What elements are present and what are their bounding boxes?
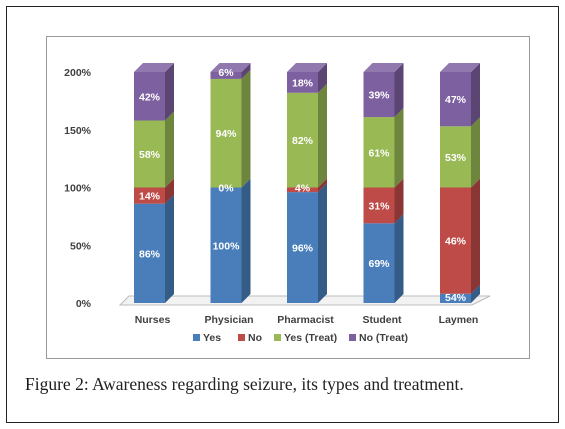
bar-segment-yes (134, 203, 165, 303)
data-label: 14% (139, 191, 161, 203)
data-label: 0% (218, 183, 234, 195)
bar-side-yes (471, 284, 480, 303)
data-label: 82% (292, 135, 314, 147)
bar-side-no-treat- (471, 63, 480, 127)
data-label: 31% (368, 200, 390, 212)
x-tick-label: Nurses (135, 314, 171, 326)
bar-side-no (318, 178, 327, 193)
bar-segment-no-treat- (287, 72, 318, 93)
bar-side-yes-treat- (394, 108, 404, 188)
data-label: 69% (368, 258, 390, 270)
bar-side-yes (241, 178, 251, 303)
bar-side-yes (165, 194, 174, 303)
bar-side-no-treat- (394, 63, 404, 118)
legend-swatch (238, 334, 245, 341)
data-label: 100% (213, 240, 241, 252)
bar-top-cap (287, 63, 327, 72)
y-tick-label: 150% (64, 125, 92, 137)
data-label: 4% (295, 183, 311, 195)
data-label: 47% (445, 94, 467, 106)
y-tick-label: 0% (76, 298, 92, 310)
bar-top-cap (440, 63, 480, 72)
bar-side-no (394, 178, 404, 224)
bar-segment-yes-treat- (134, 120, 165, 188)
legend-swatch (193, 334, 200, 341)
legend-swatch (349, 334, 356, 341)
y-tick-label: 100% (64, 183, 92, 195)
chart-area: 0% 50% 100% 150% 200% 86% 14% 58% 42% Nurses 100% 0… (46, 36, 530, 359)
bar-segment-no (134, 187, 165, 204)
bar-side-yes (394, 214, 404, 303)
data-label: 96% (292, 243, 314, 255)
bar-segment-yes-treat- (210, 78, 242, 188)
bar-segment-no-treat- (363, 72, 395, 118)
figure-caption: Figure 2: Awareness regarding seizure, i… (25, 374, 555, 395)
bar-segment-yes (210, 187, 242, 303)
legend-label: No (248, 332, 262, 344)
data-label: 61% (368, 147, 390, 159)
bar-segment-no (287, 187, 318, 193)
bar-side-yes-treat- (165, 111, 174, 188)
data-label: 53% (445, 152, 467, 164)
y-tick-label: 200% (64, 67, 92, 79)
bar-segment-yes-treat- (440, 126, 471, 188)
stacked-bar-chart: 0% 50% 100% 150% 200% 86% 14% 58% 42% Nurses 100% 0… (64, 63, 491, 344)
bar-segment-yes (363, 223, 395, 303)
x-tick-label: Laymen (439, 314, 479, 326)
bar-side-no-treat- (241, 63, 251, 79)
bar-top-cap (363, 63, 404, 72)
x-tick-label: Physician (204, 314, 253, 326)
data-label: 18% (292, 77, 314, 89)
bar-side-no-treat- (165, 63, 174, 121)
bar-segment-no-treat- (440, 72, 471, 127)
figure-frame: 0% 50% 100% 150% 200% 86% 14% 58% 42% Nurses 100% 0… (6, 6, 559, 423)
x-tick-label: Student (362, 314, 402, 326)
bar-segment-no-treat- (134, 72, 165, 121)
legend-label: Yes (203, 332, 221, 344)
data-label: 6% (218, 67, 234, 79)
data-label: 42% (139, 91, 161, 103)
bar-side-no-treat- (318, 63, 327, 93)
data-label: 94% (215, 128, 237, 140)
data-label: 54% (445, 292, 467, 304)
bar-segment-yes-treat- (287, 92, 318, 188)
legend-label: No (Treat) (359, 332, 408, 344)
bar-side-yes-treat- (471, 117, 480, 188)
data-label: 39% (368, 90, 390, 102)
bar-segment-no (440, 187, 471, 294)
caption-text: Awareness regarding seizure, its types a… (88, 374, 464, 394)
bar-side-yes (318, 183, 327, 303)
data-label: 46% (445, 236, 467, 248)
bar-side-yes-treat- (241, 69, 251, 188)
bar-side-no (165, 178, 174, 204)
bar-top-cap (210, 63, 251, 72)
y-tick-label: 50% (70, 240, 92, 252)
data-label: 58% (139, 149, 161, 161)
caption-label: Figure 2: (25, 374, 89, 394)
bar-top-cap (134, 63, 174, 72)
data-label: 86% (139, 248, 161, 260)
legend-label: Yes (Treat) (284, 332, 337, 344)
bar-segment-no-treat- (210, 72, 242, 79)
x-tick-label: Pharmacist (277, 314, 334, 326)
bar-side-no (471, 178, 480, 294)
bar-segment-yes (440, 293, 471, 303)
bar-segment-yes (287, 192, 318, 303)
legend-swatch (274, 334, 281, 341)
bar-segment-yes-treat- (363, 117, 395, 188)
bar-segment-no (363, 187, 395, 224)
bar-side-yes-treat- (318, 83, 327, 188)
